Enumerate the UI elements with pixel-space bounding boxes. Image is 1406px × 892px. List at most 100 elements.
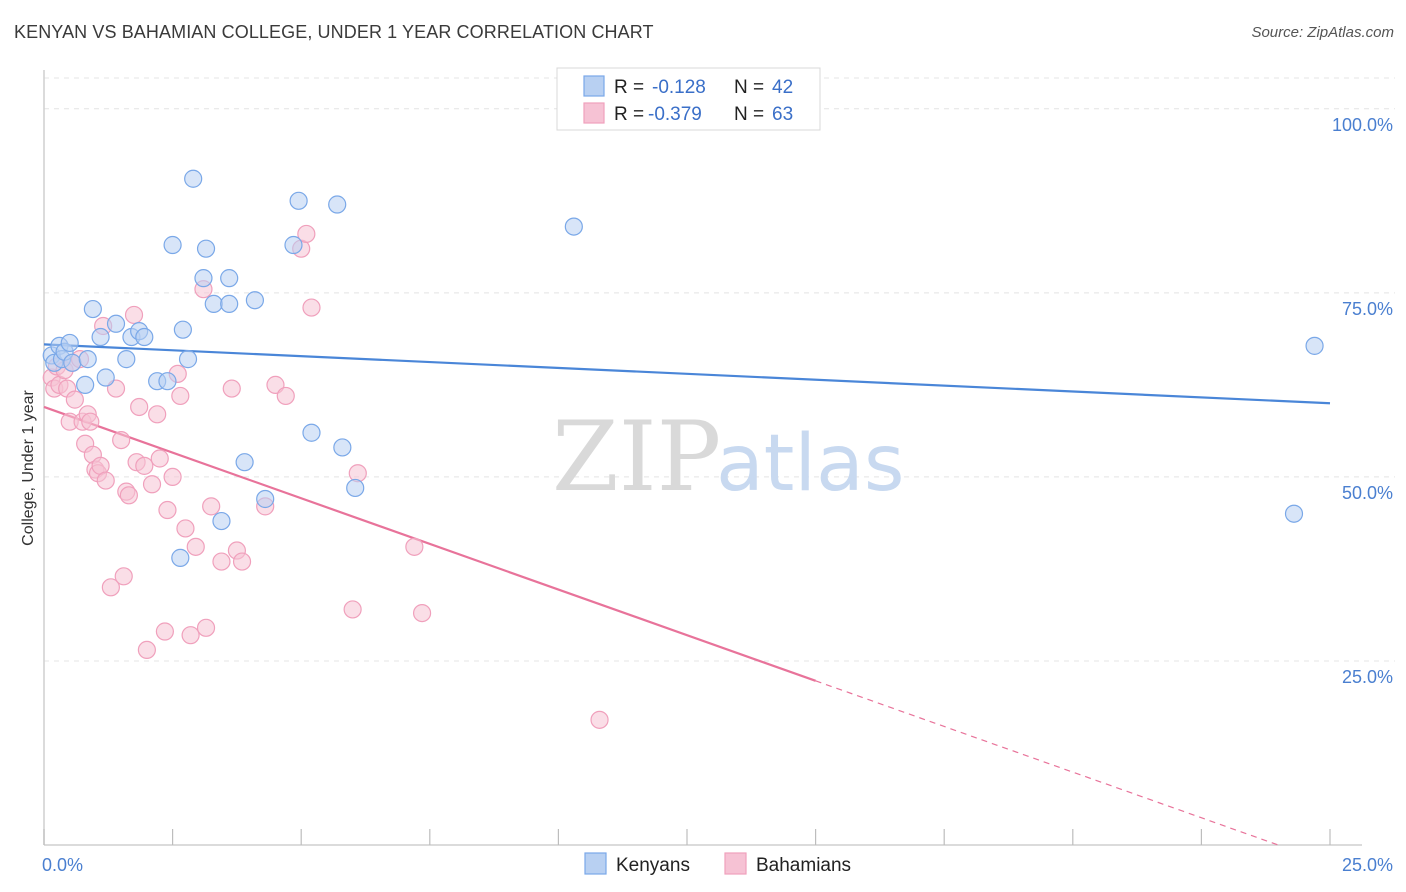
point-kenyans xyxy=(63,353,82,372)
legend: R = -0.128 N = 42 R = -0.379 N = 63 xyxy=(556,67,821,131)
point-kenyans xyxy=(220,269,239,288)
point-kenyans xyxy=(204,294,223,313)
point-bahamians xyxy=(124,305,144,325)
point-bahamians xyxy=(112,430,131,450)
x-tick-label: 0.0% xyxy=(42,855,83,875)
legend-r-label-1: R = xyxy=(614,77,644,98)
point-bahamians xyxy=(196,618,216,637)
point-bahamians xyxy=(232,552,252,571)
point-bahamians xyxy=(590,710,609,729)
point-bahamians xyxy=(137,640,156,660)
point-kenyans xyxy=(106,314,126,333)
point-bahamians xyxy=(412,603,432,623)
point-bahamians xyxy=(163,467,182,487)
source-label: Source: ZipAtlas.com xyxy=(1251,24,1394,41)
scatter-points xyxy=(42,169,1324,729)
point-kenyans xyxy=(178,350,198,369)
bottom-legend: Kenyans Bahamians xyxy=(584,852,851,876)
legend-n-label-2: N = xyxy=(734,104,764,125)
point-kenyans xyxy=(245,291,265,310)
point-kenyans xyxy=(333,438,352,457)
point-kenyans xyxy=(256,489,275,509)
legend-swatch-bahamians xyxy=(583,102,605,124)
point-kenyans xyxy=(196,239,216,258)
point-kenyans xyxy=(158,372,177,391)
point-kenyans xyxy=(163,235,182,255)
y-tick-label: 50.0% xyxy=(1342,483,1393,503)
point-kenyans xyxy=(135,327,154,347)
point-bahamians xyxy=(276,386,295,406)
point-bahamians xyxy=(148,405,167,424)
point-bahamians xyxy=(202,497,221,516)
point-bahamians xyxy=(101,578,120,597)
grid xyxy=(44,77,1395,662)
point-bahamians xyxy=(155,622,174,641)
bottom-legend-bahamians: Bahamians xyxy=(756,855,851,876)
trend-line-kenyans xyxy=(43,343,1331,405)
point-kenyans xyxy=(78,350,97,369)
y-tick-label: 25.0% xyxy=(1342,667,1393,687)
point-kenyans xyxy=(346,478,365,498)
bottom-legend-swatch-bahamians xyxy=(724,852,747,875)
point-bahamians xyxy=(135,456,154,475)
watermark-atlas: atlas xyxy=(716,419,905,509)
axes xyxy=(43,70,1362,846)
trend-line-bahamians-extension xyxy=(815,680,1279,846)
point-bahamians xyxy=(212,552,231,571)
y-tick-label: 75.0% xyxy=(1342,299,1393,319)
point-kenyans xyxy=(284,235,303,255)
x-ticks xyxy=(43,829,1331,845)
point-kenyans xyxy=(171,548,190,567)
point-bahamians xyxy=(348,464,367,483)
watermark: ZIP atlas xyxy=(552,401,905,513)
point-kenyans xyxy=(289,191,308,210)
point-kenyans xyxy=(235,453,254,472)
legend-n-label-1: N = xyxy=(734,77,764,98)
point-bahamians xyxy=(297,224,316,244)
point-kenyans xyxy=(173,320,192,339)
trend-lines xyxy=(43,343,1331,846)
legend-n-value-2: 63 xyxy=(772,104,793,125)
point-kenyans xyxy=(76,375,95,394)
legend-r-label-2: R = xyxy=(614,104,644,125)
bottom-legend-swatch-kenyans xyxy=(584,852,607,875)
point-bahamians xyxy=(96,471,115,490)
point-kenyans xyxy=(1284,504,1304,523)
point-bahamians xyxy=(181,626,200,645)
point-bahamians xyxy=(343,600,362,619)
point-kenyans xyxy=(96,368,115,387)
point-bahamians xyxy=(65,390,84,409)
point-kenyans xyxy=(1305,336,1324,355)
y-tick-label: 100.0% xyxy=(1332,115,1393,135)
point-bahamians xyxy=(158,500,177,520)
point-kenyans xyxy=(184,169,203,188)
y-tick-labels: 25.0% 50.0% 75.0% 100.0% xyxy=(1332,115,1393,687)
point-kenyans xyxy=(220,294,239,313)
point-bahamians xyxy=(302,298,321,317)
point-kenyans xyxy=(328,195,347,214)
point-bahamians xyxy=(81,412,100,431)
point-bahamians xyxy=(130,397,149,417)
point-kenyans xyxy=(212,511,231,531)
point-bahamians xyxy=(142,475,162,494)
point-bahamians xyxy=(171,386,190,406)
trend-line-bahamians xyxy=(43,405,816,682)
point-kenyans xyxy=(91,327,110,347)
legend-n-value-1: 42 xyxy=(772,77,793,98)
point-bahamians xyxy=(176,519,195,538)
legend-r-value-2: -0.379 xyxy=(648,104,702,125)
point-kenyans xyxy=(194,269,213,288)
point-kenyans xyxy=(117,350,136,369)
point-bahamians xyxy=(114,567,133,586)
bottom-legend-kenyans: Kenyans xyxy=(616,855,690,876)
y-axis-label: College, Under 1 year xyxy=(20,390,37,546)
legend-r-value-1: -0.128 xyxy=(652,77,706,98)
point-bahamians xyxy=(222,379,241,398)
point-bahamians xyxy=(405,537,424,556)
point-bahamians xyxy=(119,486,138,505)
chart-title: KENYAN VS BAHAMIAN COLLEGE, UNDER 1 YEAR… xyxy=(14,22,654,42)
x-tick-label: 25.0% xyxy=(1342,855,1393,875)
point-kenyans xyxy=(564,217,583,236)
point-kenyans xyxy=(60,333,79,353)
